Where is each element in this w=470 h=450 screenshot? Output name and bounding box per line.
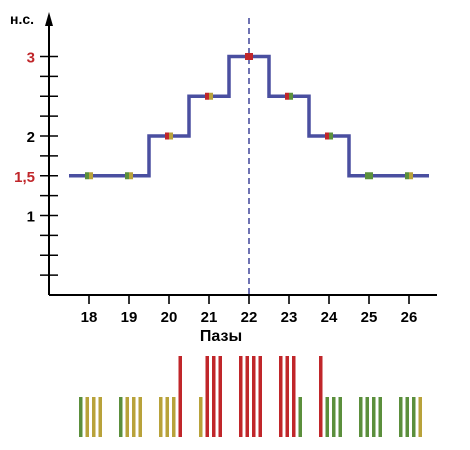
x-tick-label: 21 bbox=[201, 309, 218, 326]
conductor-bar bbox=[79, 397, 83, 437]
conductor-bar bbox=[338, 397, 342, 437]
conductor-bar bbox=[239, 356, 243, 437]
point-marker bbox=[245, 53, 253, 60]
point-marker bbox=[285, 92, 293, 100]
conductor-bar bbox=[199, 397, 203, 437]
conductor-bar bbox=[245, 356, 249, 437]
x-tick-label: 26 bbox=[401, 309, 418, 326]
conductor-bar bbox=[365, 397, 369, 437]
conductor-bar bbox=[252, 356, 256, 437]
conductor-bar bbox=[292, 356, 296, 437]
x-tick-label: 22 bbox=[241, 309, 258, 326]
slot-conductor-group bbox=[199, 356, 222, 437]
mmf-step-line bbox=[69, 54, 429, 178]
conductor-bar bbox=[159, 397, 163, 437]
conductor-bar bbox=[172, 397, 176, 437]
slot-conductor-group bbox=[159, 356, 182, 437]
conductor-bar bbox=[372, 397, 376, 437]
y-tick-label: 3 bbox=[27, 50, 35, 67]
conductor-bar bbox=[165, 397, 169, 437]
x-tick-label: 23 bbox=[281, 309, 298, 326]
point-marker bbox=[405, 172, 413, 180]
x-tick-label: 18 bbox=[81, 309, 98, 326]
x-tick-label: 20 bbox=[161, 309, 178, 326]
y-ticks: 1 1,5 2 3 bbox=[14, 50, 58, 276]
conductor-bar bbox=[205, 356, 209, 437]
conductor-bar bbox=[125, 397, 129, 437]
conductor-bar bbox=[98, 397, 102, 437]
conductor-bar bbox=[378, 397, 382, 437]
conductor-bar bbox=[325, 397, 329, 437]
slot-conductor-group bbox=[79, 397, 102, 437]
slot-conductor-group bbox=[319, 356, 342, 437]
slot-bars bbox=[79, 356, 422, 437]
conductor-bar bbox=[85, 397, 89, 437]
x-axis-title: Пазы bbox=[200, 328, 242, 345]
y-axis-arrow bbox=[45, 12, 53, 26]
y-axis-title: н.с. bbox=[10, 11, 34, 27]
point-marker bbox=[125, 172, 133, 180]
point-marker bbox=[85, 172, 93, 180]
conductor-bar bbox=[285, 356, 289, 437]
conductor-bar bbox=[132, 397, 136, 437]
conductor-bar bbox=[119, 397, 123, 437]
conductor-bar bbox=[92, 397, 96, 437]
conductor-bar bbox=[332, 397, 336, 437]
y-tick-label: 1 bbox=[27, 209, 35, 226]
slot-conductor-group bbox=[359, 397, 382, 437]
conductor-bar bbox=[418, 397, 422, 437]
y-tick-label: 1,5 bbox=[14, 169, 35, 186]
point-marker bbox=[205, 92, 213, 100]
conductor-bar bbox=[412, 397, 416, 437]
conductor-bar bbox=[298, 397, 302, 437]
point-marker bbox=[325, 132, 333, 140]
slot-conductor-group bbox=[279, 356, 302, 437]
conductor-bar bbox=[178, 356, 182, 437]
point-marker bbox=[165, 132, 173, 140]
x-tick-label: 25 bbox=[361, 309, 378, 326]
conductor-bar bbox=[258, 356, 262, 437]
conductor-bar bbox=[405, 397, 409, 437]
markers bbox=[85, 53, 413, 180]
conductor-bar bbox=[138, 397, 142, 437]
y-tick-label: 2 bbox=[27, 129, 35, 146]
slot-conductor-group bbox=[399, 397, 422, 437]
conductor-bar bbox=[399, 397, 403, 437]
x-ticks: 18 19 20 21 22 23 24 25 26 bbox=[81, 295, 418, 326]
conductor-bar bbox=[279, 356, 283, 437]
axes bbox=[45, 12, 437, 296]
slot-conductor-group bbox=[239, 356, 262, 437]
conductor-bar bbox=[218, 356, 222, 437]
slot-conductor-group bbox=[119, 397, 142, 437]
conductor-bar bbox=[319, 356, 323, 437]
conductor-bar bbox=[359, 397, 363, 437]
x-tick-label: 19 bbox=[121, 309, 138, 326]
conductor-bar bbox=[212, 356, 216, 437]
point-marker bbox=[365, 172, 373, 180]
x-tick-label: 24 bbox=[321, 309, 338, 326]
